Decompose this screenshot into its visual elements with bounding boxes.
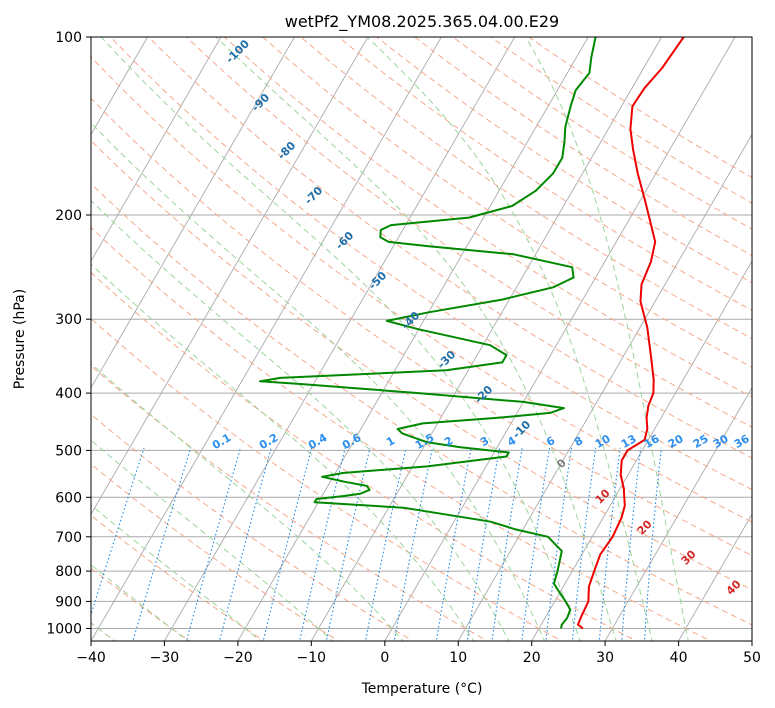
y-tick-label: 200 <box>55 208 82 224</box>
x-tick-label: 40 <box>670 650 688 666</box>
series-layer <box>259 37 685 630</box>
dry-adiabat-line <box>91 567 191 641</box>
y-axis-ticks: 100 200 300 400 500 600 700 800 900 1000 <box>46 30 91 638</box>
y-tick-label: 400 <box>55 386 82 402</box>
dry-adiabat-line <box>91 413 414 641</box>
mixing-ratio-line <box>219 447 272 641</box>
dry-adiabat-line <box>223 37 752 398</box>
moist-adiabat-line <box>366 37 653 641</box>
isotherm-line <box>677 513 752 641</box>
plot-frame <box>90 36 753 642</box>
x-axis-title: Temperature (°C) <box>361 681 483 697</box>
mixing-ratio-line <box>545 447 573 641</box>
isotherm-line <box>91 37 442 641</box>
mixing-ratio-line <box>466 447 501 641</box>
isotherm-line <box>91 37 369 516</box>
dry-adiabat-line <box>91 97 752 557</box>
moist-adiabat-line <box>525 37 689 641</box>
dry-adiabat-line <box>109 37 752 491</box>
dry-adiabat-line <box>261 37 752 368</box>
dry-adiabat-line <box>91 365 489 641</box>
isotherm-line <box>531 260 752 641</box>
dewpoint-profile-line <box>259 37 597 629</box>
mixing-ratio-line <box>393 447 434 641</box>
dry-adiabat-line <box>91 463 340 641</box>
dry-adiabat-line <box>91 271 638 641</box>
moist-adiabat-line <box>91 122 546 641</box>
mixing-ratio-line <box>571 447 597 641</box>
moist-adiabat-line <box>91 504 262 641</box>
dry-adiabat-line <box>91 514 265 641</box>
mixing-ratio-line <box>521 447 551 641</box>
y-axis-title: Pressure (hPa) <box>12 289 28 389</box>
mixing-ratio-line <box>435 447 472 641</box>
isotherm-line <box>604 386 752 641</box>
mixing-ratio-line <box>132 447 192 641</box>
x-tick-label: −40 <box>76 650 106 666</box>
y-tick-label: 500 <box>55 443 82 459</box>
y-tick-label: 800 <box>55 564 82 580</box>
moist-adiabat-line <box>91 362 404 641</box>
x-tick-label: 0 <box>380 650 389 666</box>
x-tick-label: −30 <box>150 650 180 666</box>
x-tick-label: −10 <box>297 650 327 666</box>
y-tick-label: 700 <box>55 530 82 546</box>
isotherm-line <box>163 37 516 641</box>
x-tick-label: 20 <box>523 650 541 666</box>
y-tick-label: 900 <box>55 594 82 610</box>
moist-adiabat-line <box>91 439 334 641</box>
x-tick-label: 10 <box>449 650 467 666</box>
isotherm-line <box>91 37 222 262</box>
y-tick-label: 100 <box>55 30 82 46</box>
isotherm-line <box>91 37 295 389</box>
mixing-ratio-line <box>364 447 407 641</box>
mixing-ratio-line <box>262 447 313 641</box>
dry-adiabat-line <box>91 317 563 641</box>
x-tick-label: 50 <box>743 650 761 666</box>
dry-adiabat-line <box>91 56 752 523</box>
y-tick-label: 300 <box>55 312 82 328</box>
x-tick-label: 30 <box>596 650 614 666</box>
temperature-profile-line <box>576 37 685 630</box>
x-tick-label: −20 <box>223 650 253 666</box>
moist-adiabat-line <box>91 564 189 641</box>
dry-adiabat-line <box>91 139 752 591</box>
mixing-ratio-line <box>325 447 371 641</box>
y-tick-label: 1000 <box>46 622 82 638</box>
mixing-ratio-line <box>491 447 523 641</box>
chart-title: wetPf2_YM08.2025.365.04.00.E29 <box>285 12 559 32</box>
x-axis-ticks: −40 −30 −20 −10 0 10 20 30 40 50 <box>76 641 761 666</box>
mixing-ratio-line <box>299 447 346 641</box>
dry-adiabat-line <box>91 226 712 641</box>
isotherm-line <box>310 37 663 641</box>
dry-adiabat-line <box>375 37 752 284</box>
mixing-ratio-line <box>185 447 242 641</box>
y-tick-label: 600 <box>55 490 82 506</box>
isotherm-line <box>237 37 589 641</box>
moist-adiabat-line <box>100 37 581 641</box>
grid-layer <box>91 37 752 641</box>
dry-adiabat-line <box>91 182 752 626</box>
isotherm-line <box>384 37 736 641</box>
moist-adiabat-line <box>91 199 510 641</box>
